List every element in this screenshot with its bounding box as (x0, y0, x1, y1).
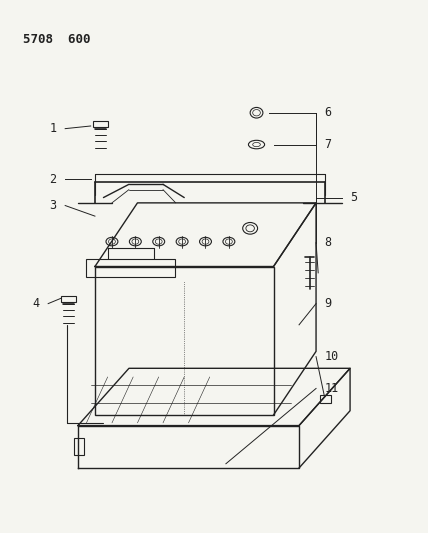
Text: 7: 7 (324, 138, 332, 151)
Text: 2: 2 (50, 173, 56, 185)
Text: 5708  600: 5708 600 (23, 33, 90, 46)
Text: 3: 3 (50, 199, 56, 212)
Text: 10: 10 (324, 350, 339, 363)
Bar (93, 120, 108, 127)
Text: 8: 8 (324, 236, 332, 249)
Text: 9: 9 (324, 297, 332, 310)
Bar (61, 296, 76, 302)
Bar (86, 259, 175, 277)
Bar (74, 438, 84, 455)
Text: 1: 1 (50, 122, 56, 135)
Ellipse shape (243, 222, 258, 234)
Bar (320, 395, 331, 402)
Text: 6: 6 (324, 106, 332, 119)
Text: 5: 5 (350, 191, 357, 204)
Bar (95, 266, 273, 415)
Text: 4: 4 (33, 297, 40, 310)
Text: 11: 11 (324, 382, 339, 395)
